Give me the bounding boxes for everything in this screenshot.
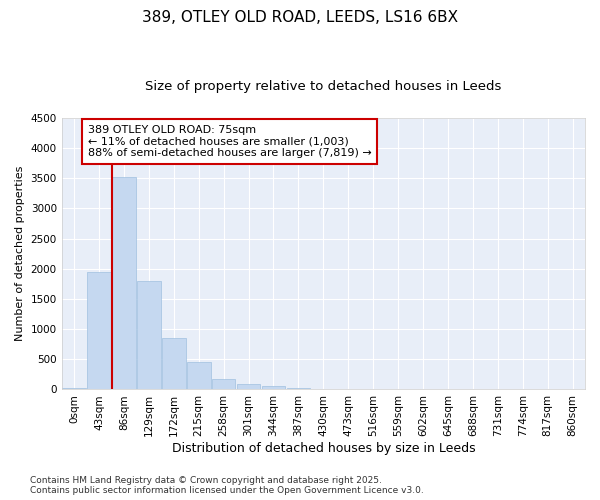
- Bar: [112, 177, 136, 390]
- Bar: [287, 388, 310, 390]
- Title: Size of property relative to detached houses in Leeds: Size of property relative to detached ho…: [145, 80, 502, 93]
- Text: 389, OTLEY OLD ROAD, LEEDS, LS16 6BX: 389, OTLEY OLD ROAD, LEEDS, LS16 6BX: [142, 10, 458, 25]
- X-axis label: Distribution of detached houses by size in Leeds: Distribution of detached houses by size …: [172, 442, 475, 455]
- Bar: [87, 272, 111, 390]
- Text: 389 OTLEY OLD ROAD: 75sqm
← 11% of detached houses are smaller (1,003)
88% of se: 389 OTLEY OLD ROAD: 75sqm ← 11% of detac…: [88, 125, 371, 158]
- Bar: [62, 388, 86, 390]
- Bar: [137, 281, 161, 390]
- Bar: [237, 384, 260, 390]
- Y-axis label: Number of detached properties: Number of detached properties: [15, 166, 25, 342]
- Bar: [162, 338, 185, 390]
- Text: Contains HM Land Registry data © Crown copyright and database right 2025.
Contai: Contains HM Land Registry data © Crown c…: [30, 476, 424, 495]
- Bar: [262, 386, 286, 390]
- Bar: [212, 379, 235, 390]
- Bar: [187, 362, 211, 390]
